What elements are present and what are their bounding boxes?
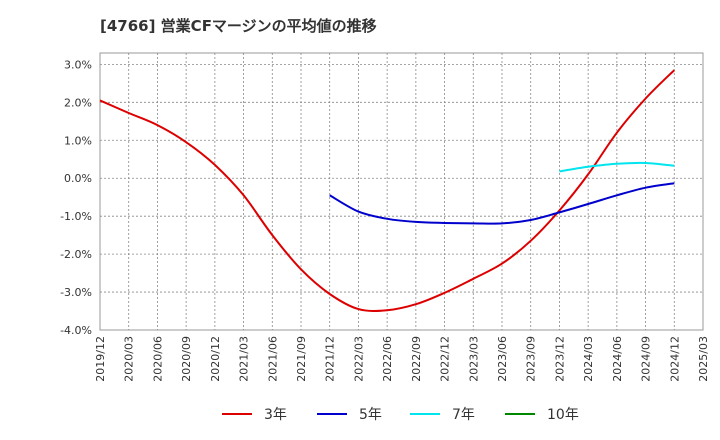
x-tick-label: 2022/12 — [439, 336, 452, 382]
y-tick-label: 3.0% — [64, 58, 92, 71]
legend-label: 5年 — [359, 407, 382, 423]
y-tick-label: -4.0% — [60, 324, 92, 337]
x-tick-label: 2024/06 — [611, 336, 624, 382]
x-tick-label: 2023/03 — [467, 336, 480, 382]
x-tick-label: 2023/06 — [496, 336, 509, 382]
x-tick-label: 2023/12 — [553, 336, 566, 382]
x-tick-label: 2025/03 — [697, 336, 710, 382]
y-tick-label: -2.0% — [60, 248, 92, 261]
x-tick-label: 2021/03 — [238, 336, 251, 382]
x-tick-label: 2020/09 — [180, 336, 193, 382]
legend-label: 10年 — [547, 407, 579, 423]
x-tick-label: 2022/09 — [410, 336, 423, 382]
y-tick-label: 1.0% — [64, 134, 92, 147]
legend-label: 7年 — [452, 407, 475, 423]
legend-label: 3年 — [264, 407, 287, 423]
x-tick-label: 2020/12 — [209, 336, 222, 382]
series-line — [559, 161, 675, 173]
series-lines — [99, 69, 675, 313]
y-tick-label: 0.0% — [64, 172, 92, 185]
x-tick-label: 2024/09 — [640, 336, 653, 382]
y-axis: 3.0% 2.0% 1.0% 0.0% -1.0% -2.0% -3.0% -4.0% — [60, 58, 92, 337]
legend: 3年 5年 7年 10年 — [222, 407, 579, 423]
x-tick-label: 2024/12 — [668, 336, 681, 382]
y-tick-label: 2.0% — [64, 96, 92, 109]
x-tick-label: 2022/06 — [381, 336, 394, 382]
y-tick-label: -3.0% — [60, 286, 92, 299]
x-tick-label: 2021/09 — [295, 336, 308, 382]
x-axis: 2019/12 2020/03 2020/06 2020/09 2020/12 2021/… — [94, 336, 710, 382]
x-tick-label: 2020/06 — [151, 336, 164, 382]
x-tick-label: 2021/12 — [324, 336, 337, 382]
x-tick-label: 2021/06 — [266, 336, 279, 382]
x-tick-label: 2020/03 — [123, 336, 136, 382]
series-line — [99, 69, 675, 313]
x-tick-label: 2023/09 — [525, 336, 538, 382]
grid — [100, 53, 703, 330]
x-tick-label: 2024/03 — [582, 336, 595, 382]
plot-area — [99, 52, 704, 331]
x-tick-label: 2019/12 — [94, 336, 107, 382]
series-line — [329, 182, 675, 225]
y-tick-label: -1.0% — [60, 210, 92, 223]
chart-title: [4766] 営業CFマージンの平均値の推移 — [100, 17, 377, 35]
x-tick-label: 2022/03 — [352, 336, 365, 382]
